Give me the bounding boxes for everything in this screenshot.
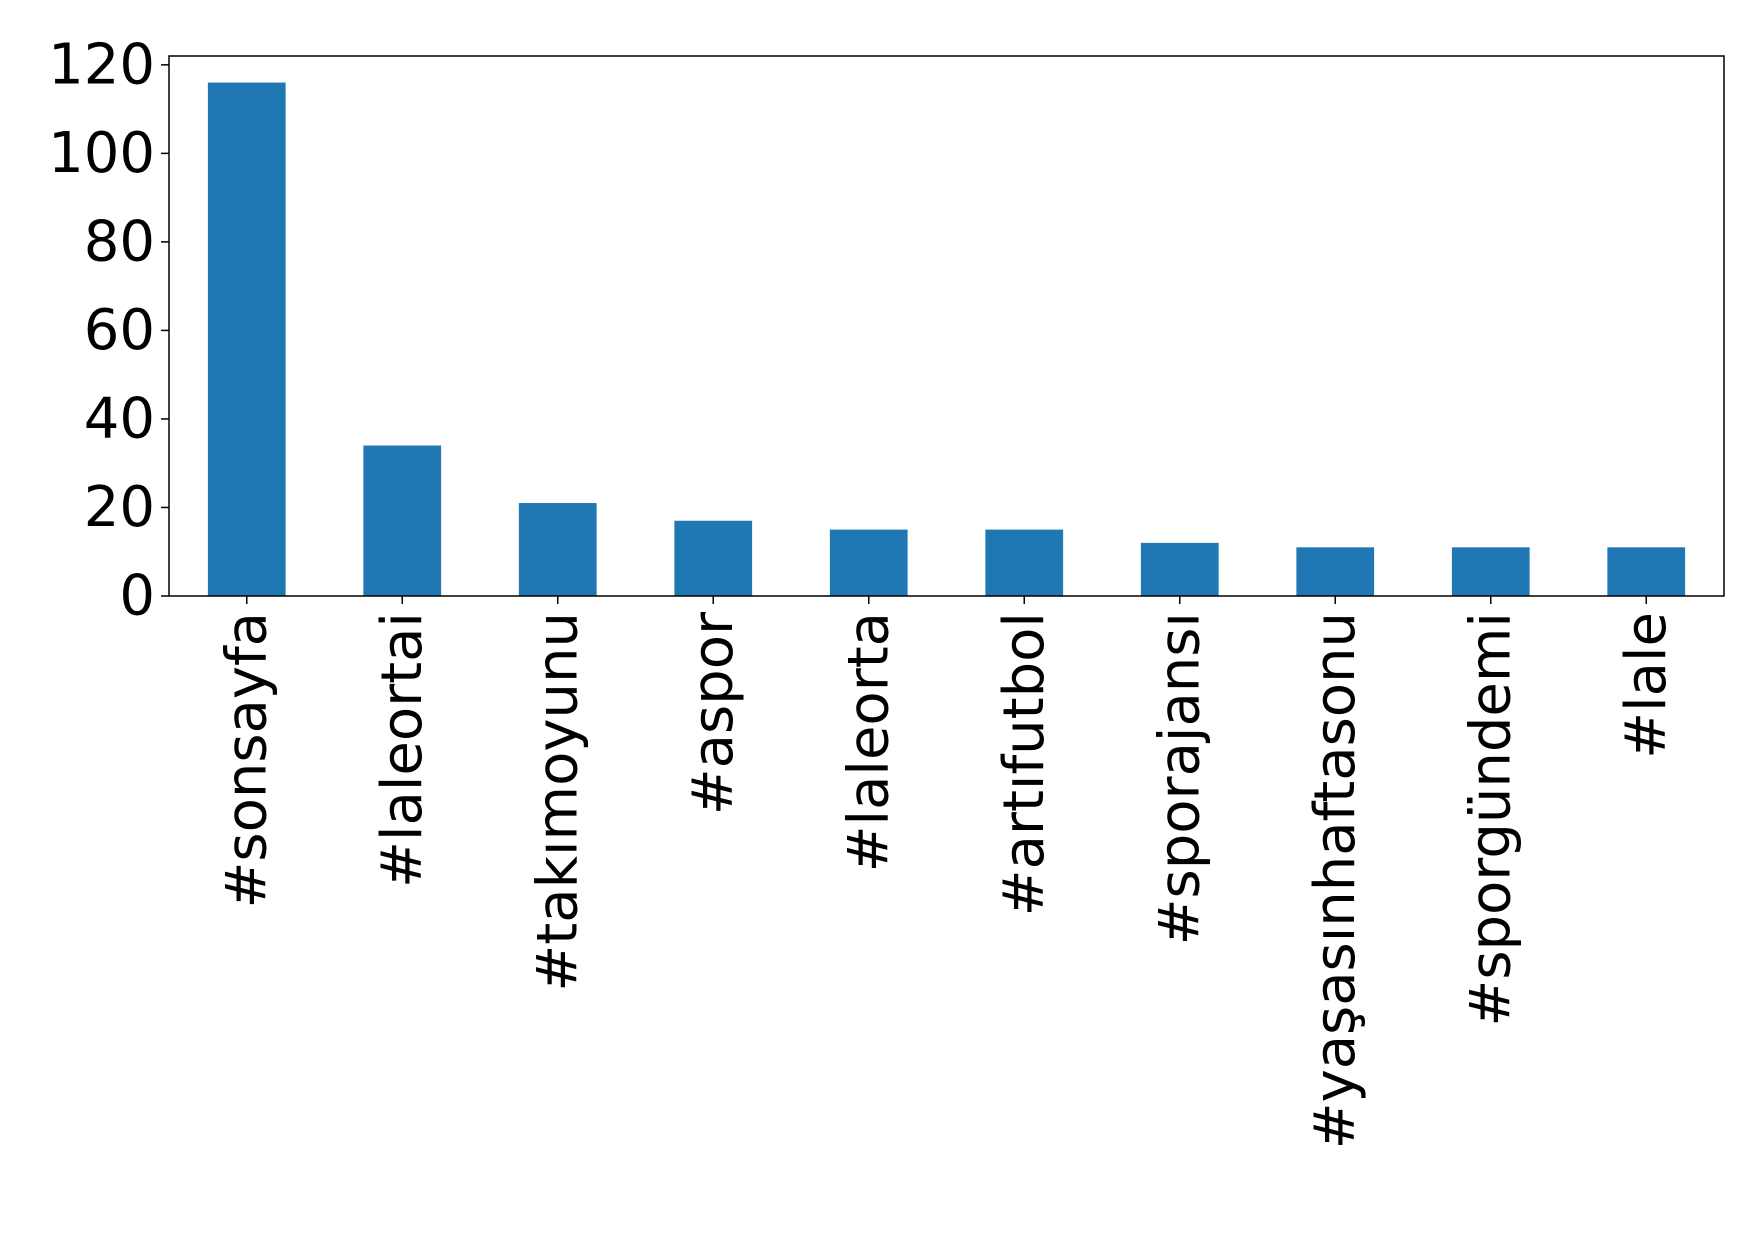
bar [207, 82, 286, 597]
x-tick-label: #sporgündemi [1458, 612, 1523, 1027]
bar [985, 529, 1064, 596]
bars-layer [207, 82, 1686, 597]
bar [1607, 547, 1686, 596]
y-tick-label: 100 [48, 121, 155, 186]
x-tick-label: #lale [1614, 612, 1679, 759]
x-tick-label: #aspor [681, 611, 746, 815]
x-tick-label: #artıfutbol [992, 612, 1057, 916]
x-tick-label: #sonsayfa [214, 612, 279, 909]
x-tick-label: #laleorta [836, 612, 901, 872]
bar [518, 503, 597, 596]
y-tick-label: 80 [84, 209, 155, 274]
bar [1451, 547, 1530, 596]
x-tick-label: #sporajansı [1147, 612, 1212, 945]
y-tick-label: 0 [119, 564, 155, 629]
bar [1140, 542, 1219, 596]
bar [674, 520, 753, 596]
x-tick-label: #yaşasınhaftasonu [1303, 612, 1368, 1149]
y-axis: 0 20 40 60 80 100 120 [48, 32, 169, 629]
plot-frame [168, 55, 1725, 597]
x-tick-label: #takımoyunu [525, 612, 590, 992]
x-tick-label: #laleortai [370, 612, 435, 888]
x-axis: #sonsayfa #laleortai #takımoyunu #aspor #lal… [214, 596, 1679, 1149]
y-tick-label: 60 [84, 298, 155, 363]
y-tick-label: 20 [84, 475, 155, 540]
bar [363, 445, 442, 596]
bar [829, 529, 908, 596]
bar [1296, 547, 1375, 596]
y-tick-label: 40 [84, 386, 155, 451]
y-tick-label: 120 [48, 32, 155, 97]
